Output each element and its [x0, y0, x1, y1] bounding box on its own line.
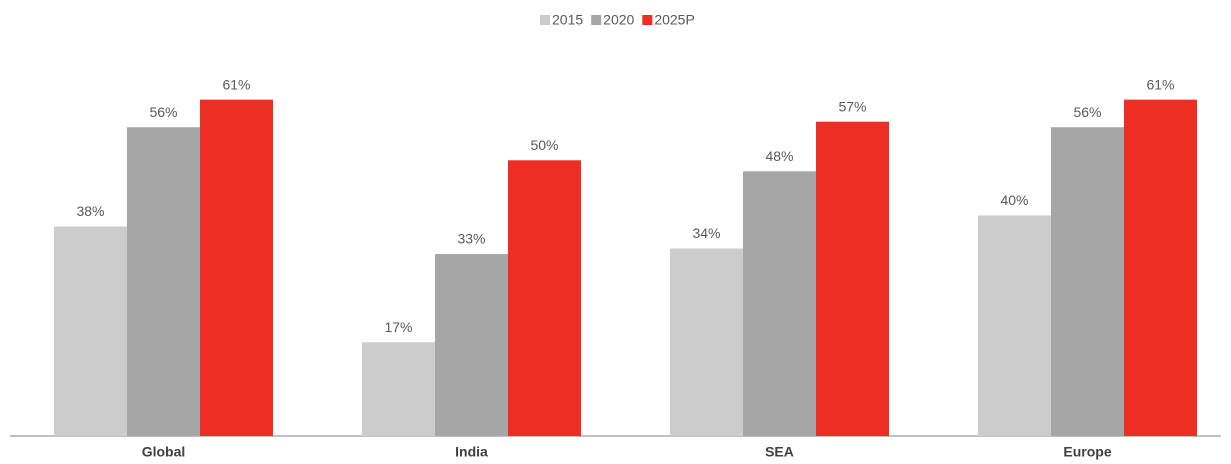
value-label: 48% [765, 148, 793, 164]
legend-swatch [591, 15, 602, 25]
value-label: 61% [222, 76, 250, 92]
bar [362, 342, 435, 436]
bar [200, 99, 273, 436]
value-label: 40% [1000, 192, 1028, 208]
bar [743, 171, 816, 437]
value-label: 50% [530, 137, 558, 153]
bar [670, 248, 743, 436]
legend-swatch [642, 15, 653, 25]
x-tick-label: Europe [1063, 444, 1111, 460]
value-label: 57% [838, 98, 866, 114]
legend-label: 2020 [603, 12, 634, 28]
value-label: 61% [1146, 76, 1174, 92]
bar [54, 226, 127, 436]
value-label: 34% [692, 225, 720, 241]
bar [978, 215, 1051, 436]
value-label: 17% [384, 319, 412, 335]
bar [1124, 99, 1197, 436]
value-label: 56% [149, 104, 177, 120]
bar [127, 127, 200, 436]
value-label: 56% [1073, 104, 1101, 120]
x-tick-label: SEA [765, 444, 794, 460]
legend-swatch [540, 15, 550, 25]
x-tick-label: India [455, 444, 488, 460]
x-tick-label: Global [142, 444, 186, 460]
value-label: 38% [76, 203, 104, 219]
bar [816, 121, 889, 436]
legend-label: 2025P [654, 12, 694, 28]
bar [508, 160, 581, 437]
bar [1051, 127, 1124, 436]
bar [435, 254, 508, 436]
value-label: 33% [457, 231, 485, 247]
legend-label: 2015 [552, 12, 583, 28]
